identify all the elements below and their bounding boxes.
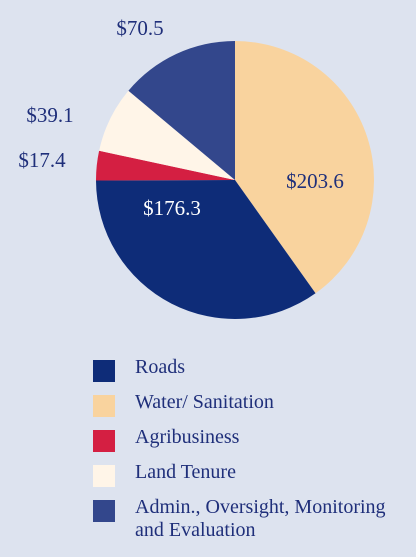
data-label: $39.1: [26, 103, 73, 127]
legend-swatch: [93, 360, 115, 382]
pie-slice: [96, 150, 236, 181]
legend-swatch: [93, 500, 115, 522]
legend-swatch: [93, 395, 115, 417]
pie-slice: [235, 41, 374, 294]
data-label: $17.4: [18, 148, 66, 172]
pie-slice: [96, 180, 316, 319]
legend: Roads Water/ Sanitation Agribusiness Land T…: [93, 356, 413, 551]
chart: $203.6 $176.3 $17.4 $39.1 $70.5: [18, 16, 374, 319]
pie-slice: [128, 41, 235, 180]
legend-swatch: [93, 465, 115, 487]
legend-label: Land Tenure: [135, 461, 236, 483]
legend-label: Admin., Oversight, Monitoring and Evalua…: [135, 496, 386, 541]
data-label: $70.5: [116, 16, 163, 40]
legend-label: Water/ Sanitation: [135, 391, 274, 413]
legend-item: Land Tenure: [93, 461, 413, 487]
legend-item: Admin., Oversight, Monitoring and Evalua…: [93, 496, 413, 542]
legend-label: Agribusiness: [135, 426, 240, 448]
legend-item: Water/ Sanitation: [93, 391, 413, 417]
legend-item: Roads: [93, 356, 413, 382]
legend-item: Agribusiness: [93, 426, 413, 452]
legend-swatch: [93, 430, 115, 452]
data-label: $203.6: [286, 169, 344, 193]
data-label: $176.3: [143, 196, 201, 220]
legend-label: Roads: [135, 356, 185, 378]
pie-slice: [99, 90, 236, 180]
